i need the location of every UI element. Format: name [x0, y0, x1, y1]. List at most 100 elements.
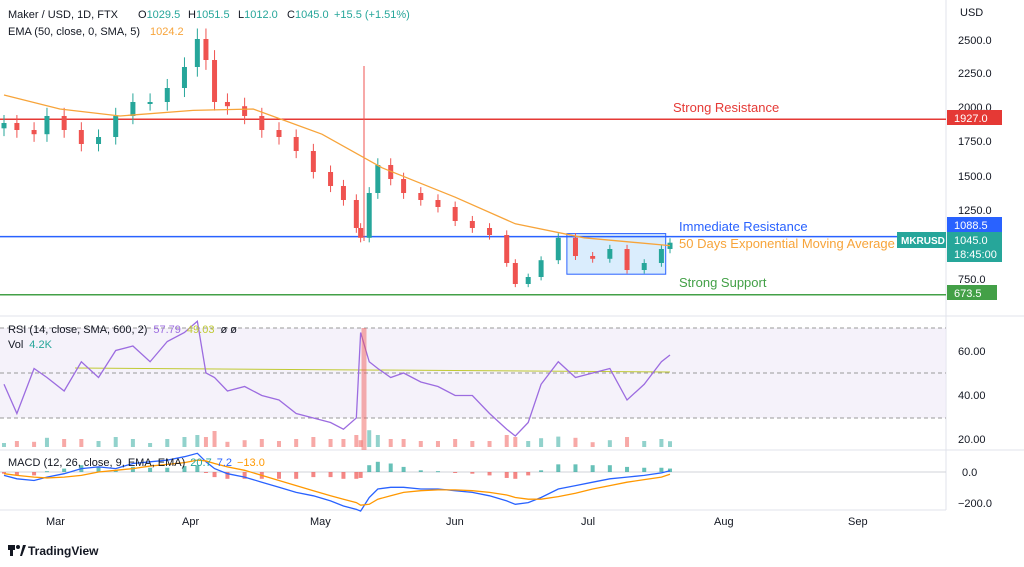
- macd-histogram-bar: [358, 472, 363, 478]
- brand-name: TradingView: [28, 544, 99, 558]
- volume-bar: [435, 441, 440, 447]
- candle: [452, 201, 458, 227]
- candles-layer: [1, 28, 673, 288]
- strong-resistance-label: Strong Resistance: [673, 100, 779, 115]
- strong-support-label: Strong Support: [679, 275, 767, 290]
- macd-histogram-bar: [148, 467, 153, 472]
- ohlc-high: H1051.5: [188, 9, 230, 21]
- volume-bar: [113, 437, 118, 447]
- time-tick: Jun: [446, 516, 464, 528]
- rsi-legend: RSI (14, close, SMA, 600, 2) 57.79 49.03 ø …: [8, 324, 237, 336]
- candle: [572, 233, 578, 260]
- macd-histogram-bar: [539, 470, 544, 472]
- volume-bar: [388, 439, 393, 447]
- candle: [525, 273, 531, 288]
- price-change: +15.5 (+1.51%): [334, 9, 410, 21]
- ohlc-open: O1029.5: [138, 9, 180, 21]
- ema-annotation: 50 Days Exponential Moving Average: [679, 236, 895, 251]
- strong-resistance-price-tag: [947, 110, 1002, 125]
- candle: [641, 259, 647, 274]
- consolidation-range-box: [566, 233, 667, 275]
- last-price: 1045.0: [954, 235, 988, 247]
- macd-line: [3, 452, 671, 512]
- macd-histogram-bar: [96, 466, 101, 472]
- macd-histogram-bar: [367, 465, 372, 472]
- rsi-sma-line: [74, 367, 671, 373]
- candle: [358, 223, 364, 243]
- volume-bar: [367, 430, 372, 447]
- candle: [224, 93, 230, 115]
- macd-tick: 0.0: [962, 467, 977, 479]
- volume-bar: [294, 439, 299, 447]
- tradingview-logo-icon: [8, 545, 26, 556]
- volume-bar: [2, 443, 6, 447]
- candle: [340, 179, 346, 206]
- candle: [353, 194, 359, 233]
- macd-histogram-bar: [165, 467, 170, 472]
- volume-bar: [328, 439, 333, 447]
- rsi-line: [3, 319, 671, 437]
- macd-histogram-bar: [311, 472, 316, 478]
- symbol-line: Maker / USD, 1D, FTX: [8, 9, 119, 21]
- macd-histogram-bar: [203, 472, 208, 473]
- candle: [44, 107, 50, 142]
- volume-bar: [453, 439, 458, 447]
- macd-histogram-bar: [556, 464, 561, 472]
- candle: [164, 78, 170, 111]
- macd-histogram-bar: [573, 464, 578, 472]
- macd-histogram-bar: [294, 472, 299, 479]
- macd-histogram-bar: [354, 472, 359, 479]
- macd-tick: −200.0: [958, 498, 992, 510]
- macd-histogram-bar: [487, 472, 492, 476]
- time-tick: Mar: [46, 516, 65, 528]
- volume-bar: [276, 441, 281, 447]
- macd-histogram-bar: [375, 461, 380, 472]
- macd-legend: MACD (12, 26, close, 9, EMA, EMA) 20.7 7.2…: [8, 457, 265, 469]
- macd-histogram-bar: [195, 465, 200, 472]
- volume-bar: [311, 437, 316, 447]
- volume-bar: [418, 441, 423, 447]
- time-tick: Jul: [581, 516, 595, 528]
- macd-histogram-bar: [435, 471, 440, 473]
- candle: [61, 107, 67, 138]
- macd-histogram-bar: [607, 465, 612, 472]
- volume-bar: [354, 435, 359, 447]
- price-tick: 2500.0: [958, 35, 992, 47]
- candle: [212, 50, 218, 111]
- strong-support-price-tag: [947, 285, 997, 300]
- volume-bar: [148, 443, 153, 447]
- candle: [14, 115, 20, 138]
- macd-histogram-bar: [526, 472, 531, 476]
- macd-histogram-bar: [14, 472, 19, 476]
- candle: [242, 97, 248, 125]
- candle: [276, 122, 282, 145]
- last-price-tag: [947, 232, 1002, 262]
- symbol-tag-text: MKRUSD: [901, 236, 945, 247]
- volume-bar: [259, 439, 264, 447]
- price-tick: 750.0: [958, 274, 986, 286]
- candle: [555, 233, 561, 265]
- macd-histogram-bar: [328, 472, 333, 478]
- volume-bar: [79, 439, 84, 447]
- rsi-tick: 40.00: [958, 390, 986, 402]
- volume-bar: [573, 437, 578, 447]
- symbol-tag: [897, 232, 946, 248]
- volume-bar: [513, 437, 518, 447]
- rsi-tick: 60.00: [958, 346, 986, 358]
- macd-histogram-bar: [642, 467, 647, 472]
- macd-histogram-bar: [513, 472, 518, 479]
- candle: [203, 28, 209, 70]
- time-tick: Sep: [848, 516, 868, 528]
- candle: [469, 215, 475, 233]
- candle: [504, 230, 510, 267]
- volume-bar: [212, 431, 217, 447]
- macd-histogram-bar: [659, 467, 664, 472]
- macd-signal-line: [3, 459, 671, 506]
- volume-bar: [590, 442, 595, 447]
- ema-legend-value: 1024.2: [150, 26, 184, 38]
- time-tick: May: [310, 516, 331, 528]
- volume-bar: [242, 440, 247, 447]
- macd-histogram-bar: [668, 468, 672, 472]
- macd-histogram-bar: [470, 472, 475, 474]
